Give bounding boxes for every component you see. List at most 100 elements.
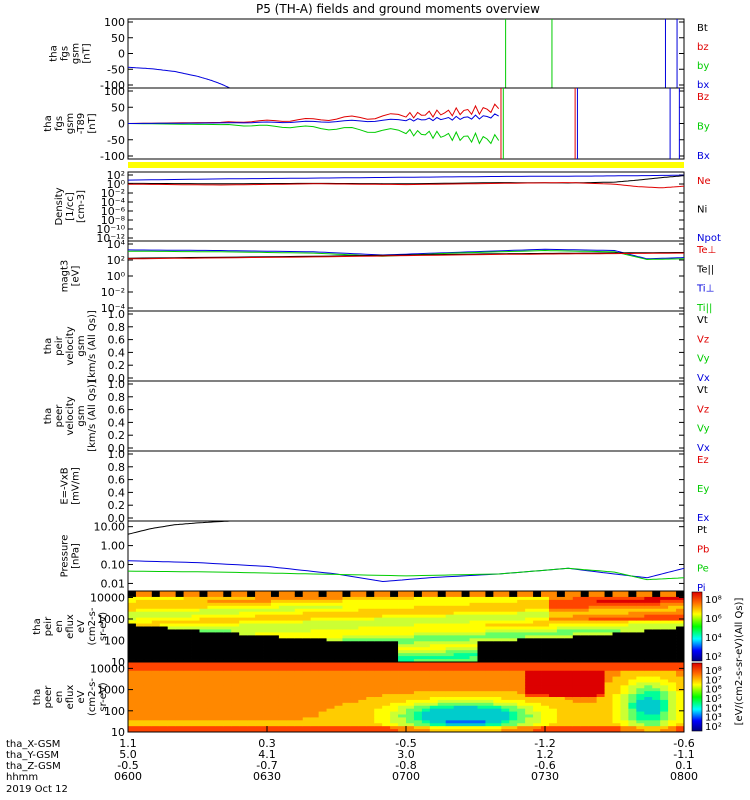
spectrogram-cell <box>461 688 470 692</box>
spectrogram-cell <box>548 708 558 712</box>
ylabel-line: magt3 <box>60 260 71 293</box>
spectrogram-cell <box>461 729 470 733</box>
spectrogram-cell <box>366 641 375 645</box>
spectrogram-cell <box>660 670 669 675</box>
spectrogram-cell <box>628 673 637 677</box>
spectrogram-cell <box>501 635 510 639</box>
spectrogram-cell <box>509 717 518 721</box>
spectrogram-cell <box>588 644 598 648</box>
spectrogram-cell <box>533 653 542 657</box>
spectrogram-cell <box>525 650 534 654</box>
spectrogram-cell <box>501 673 510 677</box>
spectrogram-cell <box>453 653 462 657</box>
spectrogram-cell <box>660 729 669 733</box>
spectrogram-cell <box>358 629 367 633</box>
spectrogram-cell <box>676 591 685 595</box>
spectrogram-cell <box>366 650 375 654</box>
spectrogram-cell <box>676 623 685 627</box>
spectrogram-cell <box>326 623 335 627</box>
spectrogram-cell <box>533 702 542 707</box>
spectrogram-cell <box>143 694 153 698</box>
spectrogram-cell <box>572 605 582 610</box>
spectrogram-cell <box>223 714 232 718</box>
spectrogram-cell <box>588 682 598 686</box>
spectrogram-cell <box>239 685 248 689</box>
spectrogram-cell <box>270 647 280 651</box>
spectrogram-cell <box>342 711 351 715</box>
spectrogram-cell <box>477 664 486 669</box>
spectrogram-cell <box>485 635 494 639</box>
spectrogram-cell <box>302 659 312 663</box>
spectrogram-cell <box>199 605 208 610</box>
spectrogram-cell <box>437 629 447 633</box>
spectrogram-cell <box>159 697 169 701</box>
spectrogram-cell <box>239 629 248 633</box>
spectrogram-cell <box>541 626 550 630</box>
spectrogram-cell <box>461 676 470 680</box>
spectrogram-cell <box>421 617 431 621</box>
spectrogram-cell <box>413 662 423 666</box>
spectrogram-cell <box>493 611 502 616</box>
spectrogram-cell <box>358 647 367 651</box>
spectrogram-cell <box>358 708 367 712</box>
spectrogram-cell <box>374 620 383 624</box>
spectrogram-cell <box>366 702 375 707</box>
spectrogram-cell <box>398 596 407 601</box>
spectrogram-cell <box>183 629 192 633</box>
spectrogram-cell <box>453 705 462 710</box>
ylabel-fgs: thafgsgsm[nT] <box>49 43 93 64</box>
spectrogram-cell <box>676 596 685 601</box>
spectrogram-cell <box>517 650 526 654</box>
spectrogram-cell <box>390 711 399 715</box>
spectrogram-cell <box>596 591 605 595</box>
spectrogram-cell <box>342 650 351 654</box>
spectrogram-cell <box>628 717 637 721</box>
spectrogram-cell <box>533 632 542 636</box>
spectrogram-cell <box>588 626 598 630</box>
spectrogram-cell <box>128 662 137 666</box>
spectrogram-cell <box>278 699 288 704</box>
spectrogram-cell <box>215 708 224 712</box>
spectrogram-cell <box>564 726 574 730</box>
spectrogram-cell <box>596 705 605 710</box>
spectrogram-cell <box>628 694 637 698</box>
spectrogram-cell <box>652 641 661 645</box>
spectrogram-cell <box>310 682 320 686</box>
spectrogram-cell <box>366 620 375 624</box>
spectrogram-cell <box>255 656 264 660</box>
spectrogram-cell <box>548 673 558 677</box>
spectrogram-cell <box>263 685 272 689</box>
xaxis-row-value: -0.5 <box>395 737 416 750</box>
spectrogram-cell <box>270 723 280 727</box>
spectrogram-cell <box>477 641 486 645</box>
spectrogram-cell <box>564 635 574 639</box>
spectrogram-cell <box>556 641 566 645</box>
spectrogram-cell <box>294 614 304 619</box>
spectrogram-cell <box>183 714 192 718</box>
spectrogram-cell <box>406 708 415 712</box>
spectrogram-cell <box>501 638 510 642</box>
spectrogram-cell <box>509 697 518 701</box>
spectrogram-cell <box>135 632 145 636</box>
spectrogram-cell <box>143 629 153 633</box>
spectrogram-cell <box>572 632 582 636</box>
spectrogram-cell <box>588 599 598 604</box>
spectrogram-cell <box>580 673 590 677</box>
spectrogram-cell <box>374 667 383 672</box>
spectrogram-cell <box>191 708 200 712</box>
spectrogram-cell <box>453 620 462 624</box>
spectrogram-cell <box>580 662 590 666</box>
spectrogram-cell <box>548 593 558 598</box>
spectrogram-cell <box>374 596 383 601</box>
spectrogram-cell <box>366 723 375 727</box>
spectrogram-cell <box>342 667 351 672</box>
spectrogram-cell <box>437 608 447 613</box>
spectrogram-cell <box>644 711 653 715</box>
spectrogram-cell <box>334 676 343 680</box>
spectrogram-cell <box>564 632 574 636</box>
spectrogram-cell <box>548 647 558 651</box>
spectrogram-cell <box>668 714 677 718</box>
spectrogram-cell <box>485 726 494 730</box>
spectrogram-cell <box>239 729 248 733</box>
spectrogram-cell <box>437 720 447 724</box>
